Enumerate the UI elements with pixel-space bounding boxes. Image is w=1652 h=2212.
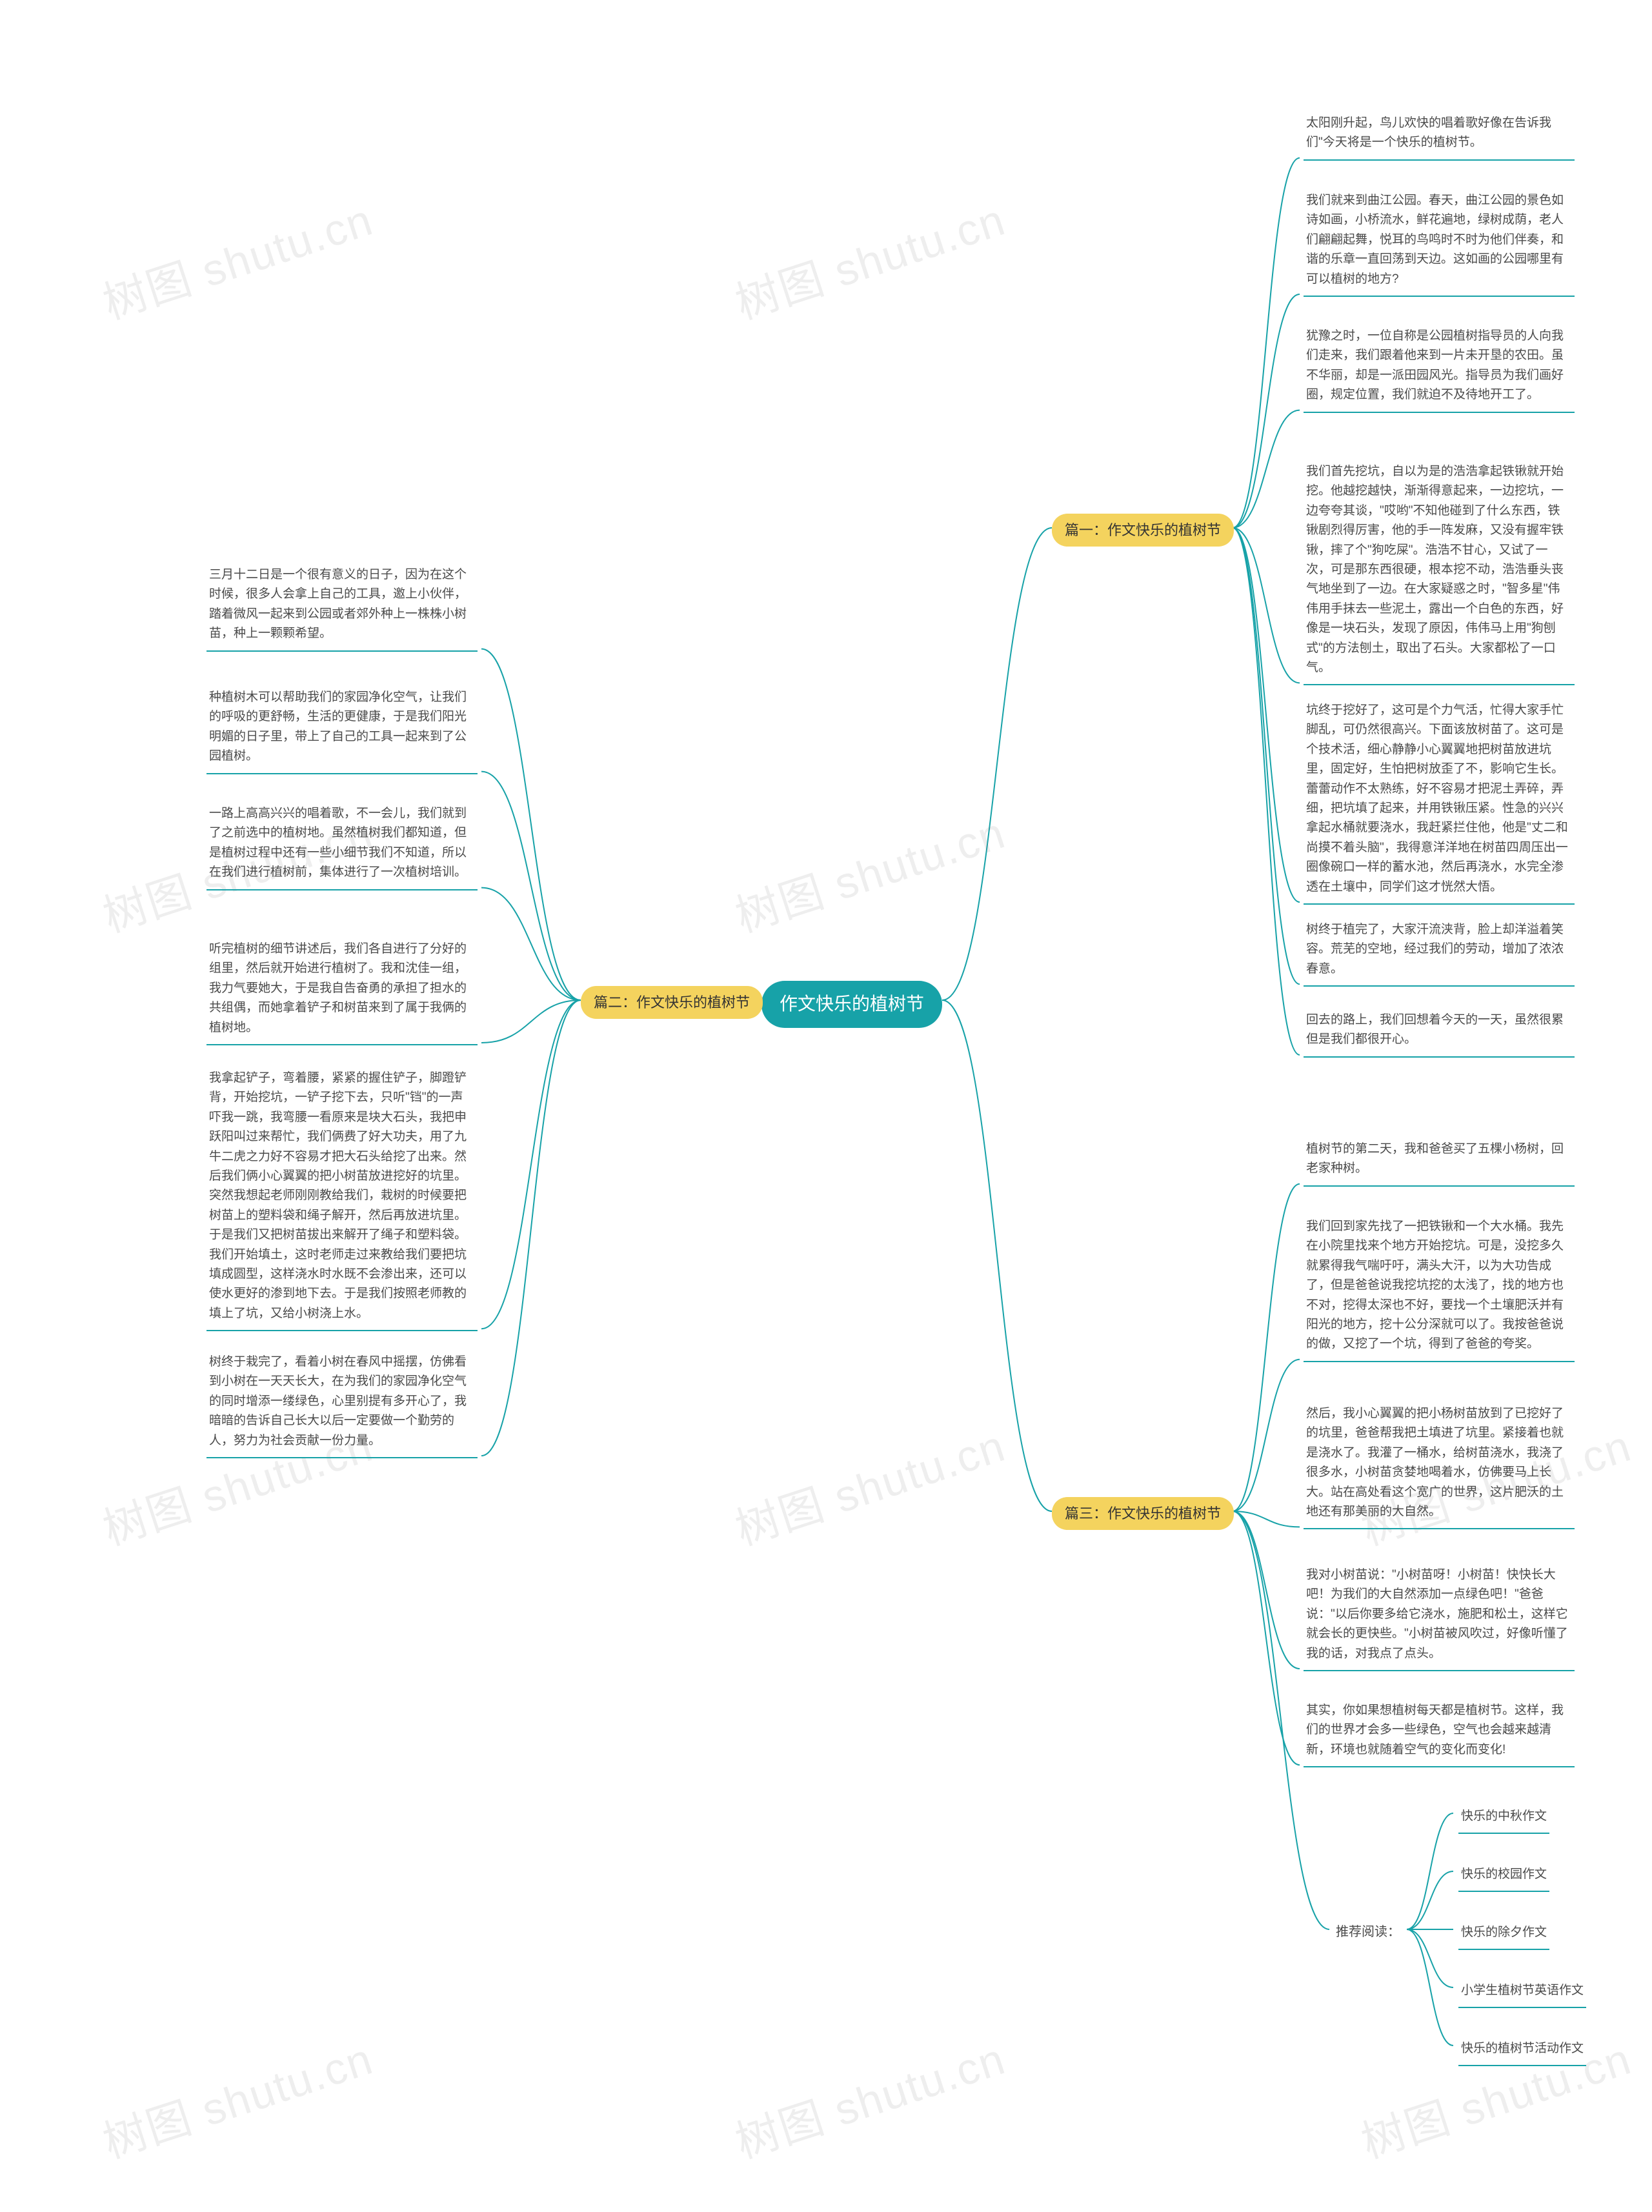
recommended-link[interactable]: 快乐的中秋作文 (1458, 1803, 1549, 1834)
center-node: 作文快乐的植树节 (761, 981, 942, 1028)
recommended-link[interactable]: 快乐的植树节活动作文 (1458, 2035, 1586, 2066)
watermark: 树图 shutu.cn (726, 797, 1012, 944)
recommended-reading-label: 推荐阅读： (1336, 1922, 1400, 1942)
leaf-node: 植树节的第二天，我和爸爸买了五棵小杨树，回老家种树。 (1304, 1136, 1575, 1187)
leaf-node: 种植树木可以帮助我们的家园净化空气，让我们的呼吸的更舒畅，生活的更健康，于是我们… (206, 684, 478, 774)
watermark: 树图 shutu.cn (726, 184, 1012, 331)
leaf-node: 听完植树的细节讲述后，我们各自进行了分好的组里，然后就开始进行植树了。我和沈佳一… (206, 936, 478, 1045)
leaf-node: 我们回到家先找了一把铁锹和一个大水桶。我先在小院里找来个地方开始挖坑。可是，没挖… (1304, 1213, 1575, 1362)
leaf-node: 回去的路上，我们回想着今天的一天，虽然很累但是我们都很开心。 (1304, 1007, 1575, 1058)
chapter-node: 篇二：作文快乐的植树节 (581, 986, 763, 1019)
recommended-link[interactable]: 快乐的校园作文 (1458, 1861, 1549, 1892)
leaf-node: 我拿起铲子，弯着腰，紧紧的握住铲子，脚蹬铲背，开始挖坑，一铲子挖下去，只听"铛"… (206, 1065, 478, 1331)
leaf-node: 树终于植完了，大家汗流浃背，脸上却洋溢着笑容。荒芜的空地，经过我们的劳动，增加了… (1304, 916, 1575, 987)
leaf-node: 犹豫之时，一位自称是公园植树指导员的人向我们走来，我们跟着他来到一片未开垦的农田… (1304, 323, 1575, 413)
leaf-node: 我们首先挖坑，自以为是的浩浩拿起铁锹就开始挖。他越挖越快，渐渐得意起来，一边挖坑… (1304, 458, 1575, 685)
leaf-node: 树终于栽完了，看着小树在春风中摇摆，仿佛看到小树在一天天长大，在为我们的家园净化… (206, 1349, 478, 1458)
leaf-node: 三月十二日是一个很有意义的日子，因为在这个时候，很多人会拿上自己的工具，邀上小伙… (206, 561, 478, 652)
recommended-link[interactable]: 快乐的除夕作文 (1458, 1919, 1549, 1950)
watermark: 树图 shutu.cn (94, 2023, 379, 2170)
leaf-node: 我对小树苗说："小树苗呀！小树苗！快快长大吧！为我们的大自然添加一点绿色吧！"爸… (1304, 1562, 1575, 1671)
leaf-node: 一路上高高兴兴的唱着歌，不一会儿，我们就到了之前选中的植树地。虽然植树我们都知道… (206, 800, 478, 890)
watermark: 树图 shutu.cn (94, 184, 379, 331)
leaf-node: 其实，你如果想植树每天都是植树节。这样，我们的世界才会多一些绿色，空气也会越来越… (1304, 1697, 1575, 1767)
leaf-node: 太阳刚升起，鸟儿欢快的唱着歌好像在告诉我们"今天将是一个快乐的植树节。 (1304, 110, 1575, 161)
leaf-node: 然后，我小心翼翼的把小杨树苗放到了已挖好了的坑里，爸爸帮我把土填进了坑里。紧接着… (1304, 1400, 1575, 1529)
leaf-node: 我们就来到曲江公园。春天，曲江公园的景色如诗如画，小桥流水，鲜花遍地，绿树成荫，… (1304, 187, 1575, 297)
leaf-node: 坑终于挖好了，这可是个力气活，忙得大家手忙脚乱，可仍然很高兴。下面该放树苗了。这… (1304, 697, 1575, 905)
chapter-node: 篇一：作文快乐的植树节 (1052, 514, 1234, 547)
recommended-link[interactable]: 小学生植树节英语作文 (1458, 1977, 1586, 2008)
chapter-node: 篇三：作文快乐的植树节 (1052, 1497, 1234, 1530)
watermark: 树图 shutu.cn (726, 1410, 1012, 1557)
watermark: 树图 shutu.cn (726, 2023, 1012, 2170)
